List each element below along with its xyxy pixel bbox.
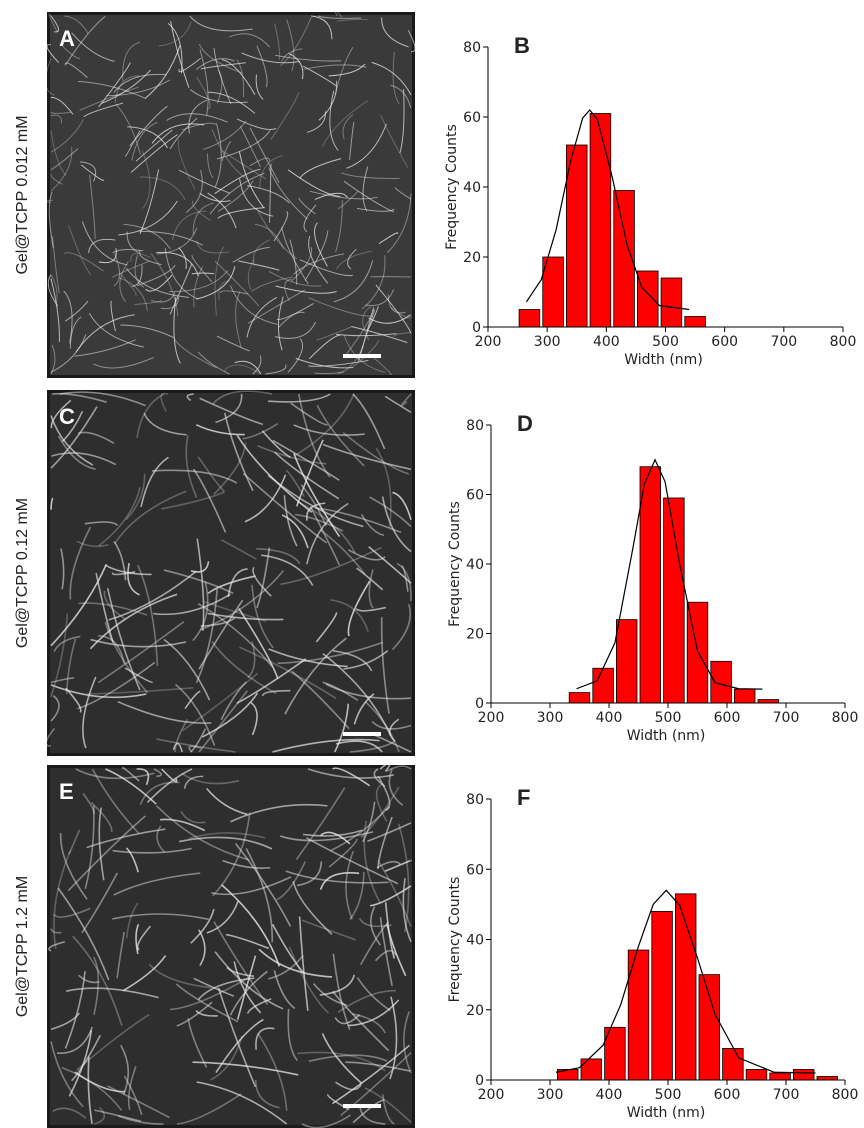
panel-letter: E	[59, 779, 74, 804]
panel-label: Gel@TCPP 0.012 mM	[14, 115, 31, 274]
y-tick-label: 40	[463, 180, 481, 196]
y-tick-label: 60	[466, 488, 484, 504]
x-tick-label: 600	[714, 1087, 741, 1103]
y-tick-label: 60	[463, 110, 481, 126]
x-tick-label: 200	[478, 710, 505, 726]
x-tick-label: 400	[596, 710, 623, 726]
bar	[569, 693, 590, 703]
x-tick-label: 800	[832, 710, 859, 726]
bar	[711, 661, 732, 703]
y-tick-label: 40	[466, 933, 484, 949]
bar	[661, 278, 682, 327]
bar	[723, 1048, 744, 1080]
x-tick-label: 400	[593, 334, 620, 350]
panel-letter: F	[517, 785, 530, 810]
x-tick-label: 300	[537, 710, 564, 726]
bar	[793, 1069, 814, 1080]
figure: A Gel@TCPP 0.012 mM C Gel@TCPP 0.12 mM E Gel@…	[0, 0, 864, 1128]
bar	[746, 1069, 767, 1080]
y-tick-label: 60	[466, 862, 484, 878]
panel-letter: A	[59, 26, 75, 51]
x-axis-title: Width (nm)	[627, 1105, 706, 1121]
x-tick-label: 800	[830, 334, 857, 350]
x-tick-label: 300	[534, 334, 561, 350]
y-axis-title: Frequency Counts	[444, 124, 460, 250]
x-tick-label: 600	[714, 710, 741, 726]
bar	[519, 310, 540, 328]
panel-letter: C	[59, 404, 75, 429]
x-tick-label: 600	[711, 334, 738, 350]
bar	[640, 467, 661, 703]
bar	[566, 145, 587, 327]
y-tick-label: 80	[463, 40, 481, 56]
x-axis-title: Width (nm)	[624, 352, 703, 368]
bar	[590, 114, 611, 328]
page: A Gel@TCPP 0.012 mM C Gel@TCPP 0.12 mM E Gel@…	[0, 0, 864, 1128]
y-tick-label: 20	[466, 1003, 484, 1019]
bar	[699, 975, 720, 1080]
x-tick-label: 400	[596, 1087, 623, 1103]
x-tick-label: 500	[655, 1087, 682, 1103]
bar	[770, 1073, 791, 1080]
bar	[543, 257, 564, 327]
bar	[593, 668, 614, 703]
bar	[652, 911, 673, 1080]
y-axis-title: Frequency Counts	[447, 877, 463, 1003]
x-tick-label: 800	[832, 1087, 859, 1103]
x-tick-label: 300	[537, 1087, 564, 1103]
panel-label: Gel@TCPP 0.12 mM	[14, 498, 31, 648]
bar	[758, 700, 779, 703]
bar	[616, 620, 637, 703]
bar	[734, 689, 755, 703]
bar	[581, 1059, 602, 1080]
y-tick-label: 20	[466, 627, 484, 643]
image-area	[50, 393, 412, 753]
y-axis-title: Frequency Counts	[447, 501, 463, 627]
x-tick-label: 500	[655, 710, 682, 726]
x-tick-label: 700	[770, 334, 797, 350]
y-tick-label: 20	[463, 250, 481, 266]
bar	[685, 317, 706, 328]
x-tick-label: 700	[773, 1087, 800, 1103]
y-tick-label: 40	[466, 557, 484, 573]
panel-letter: B	[514, 33, 530, 58]
x-tick-label: 200	[478, 1087, 505, 1103]
y-tick-label: 80	[466, 792, 484, 808]
panel-letter: D	[517, 411, 533, 436]
x-tick-label: 500	[652, 334, 679, 350]
bar	[817, 1076, 838, 1080]
bar	[637, 271, 658, 327]
panel-label: Gel@TCPP 1.2 mM	[14, 876, 31, 1017]
x-axis-title: Width (nm)	[627, 728, 706, 744]
x-tick-label: 700	[773, 710, 800, 726]
y-tick-label: 80	[466, 418, 484, 434]
x-tick-label: 200	[475, 334, 502, 350]
